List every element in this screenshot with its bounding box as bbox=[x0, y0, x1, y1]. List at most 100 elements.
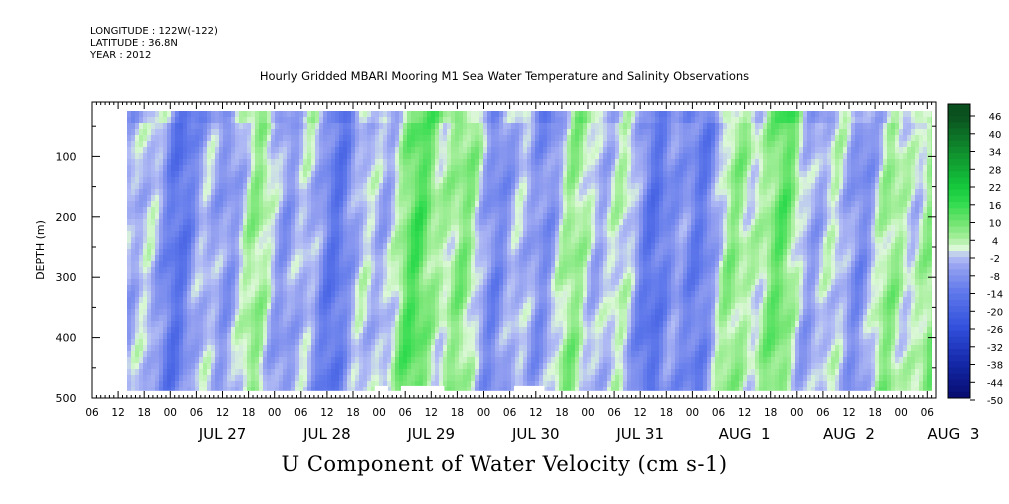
heatmap-cell bbox=[223, 357, 227, 363]
heatmap-cell bbox=[343, 183, 347, 189]
heatmap-cell bbox=[435, 165, 439, 171]
heatmap-cell bbox=[311, 327, 315, 333]
heatmap-cell bbox=[303, 153, 307, 159]
heatmap-cell bbox=[303, 321, 307, 327]
heatmap-cell bbox=[307, 279, 311, 285]
heatmap-cell bbox=[203, 303, 207, 309]
heatmap-cell bbox=[455, 231, 459, 237]
heatmap-cell bbox=[215, 351, 219, 357]
heatmap-cell bbox=[179, 153, 183, 159]
heatmap-cell bbox=[179, 279, 183, 285]
heatmap-cell bbox=[411, 165, 415, 171]
heatmap-cell bbox=[455, 375, 459, 381]
heatmap-cell bbox=[315, 207, 319, 213]
heatmap-cell bbox=[379, 141, 383, 147]
heatmap-cell bbox=[311, 303, 315, 309]
heatmap-cell bbox=[479, 165, 483, 171]
heatmap-cell bbox=[131, 303, 135, 309]
heatmap-cell bbox=[339, 345, 343, 351]
heatmap-cell bbox=[155, 345, 159, 351]
heatmap-cell bbox=[435, 315, 439, 321]
heatmap-cell bbox=[319, 339, 323, 345]
heatmap-cell bbox=[411, 339, 415, 345]
heatmap-cell bbox=[431, 219, 435, 225]
heatmap-cell bbox=[351, 363, 355, 369]
heatmap-cell bbox=[391, 129, 395, 135]
heatmap-cell bbox=[383, 153, 387, 159]
heatmap-cell bbox=[395, 249, 399, 255]
heatmap-cell bbox=[215, 309, 219, 315]
heatmap-cell bbox=[479, 363, 483, 369]
heatmap-cell bbox=[315, 231, 319, 237]
heatmap-cell bbox=[363, 261, 367, 267]
heatmap-cell bbox=[523, 369, 527, 375]
heatmap-cell bbox=[207, 243, 211, 249]
heatmap-cell bbox=[295, 261, 299, 267]
heatmap-cell bbox=[487, 279, 491, 285]
heatmap-cell bbox=[279, 201, 283, 207]
heatmap-cell bbox=[463, 363, 467, 369]
heatmap-cell bbox=[215, 225, 219, 231]
heatmap-cell bbox=[131, 261, 135, 267]
heatmap-cell bbox=[255, 165, 259, 171]
heatmap-cell bbox=[403, 207, 407, 213]
heatmap-cell bbox=[331, 387, 335, 391]
heatmap-cell bbox=[203, 273, 207, 279]
heatmap-cell bbox=[263, 201, 267, 207]
heatmap-cell bbox=[343, 249, 347, 255]
heatmap-cell bbox=[523, 345, 527, 351]
heatmap-cell bbox=[279, 165, 283, 171]
heatmap-cell bbox=[363, 369, 367, 375]
heatmap-cell bbox=[523, 195, 527, 201]
heatmap-cell bbox=[343, 363, 347, 369]
heatmap-cell bbox=[371, 177, 375, 183]
heatmap-cell bbox=[495, 291, 499, 297]
heatmap-cell bbox=[463, 315, 467, 321]
heatmap-cell bbox=[135, 171, 139, 177]
heatmap-cell bbox=[371, 315, 375, 321]
heatmap-cell bbox=[155, 159, 159, 165]
heatmap-cell bbox=[171, 111, 175, 117]
heatmap-cell bbox=[203, 111, 207, 117]
heatmap-cell bbox=[243, 243, 247, 249]
heatmap-cell bbox=[427, 153, 431, 159]
heatmap-cell bbox=[383, 375, 387, 381]
heatmap-cell bbox=[467, 117, 471, 123]
heatmap-cell bbox=[351, 231, 355, 237]
heatmap-cell bbox=[135, 129, 139, 135]
heatmap-cell bbox=[419, 267, 423, 273]
heatmap-cell bbox=[479, 309, 483, 315]
heatmap-cell bbox=[403, 117, 407, 123]
heatmap-cell bbox=[175, 177, 179, 183]
heatmap-cell bbox=[215, 261, 219, 267]
heatmap-cell bbox=[339, 327, 343, 333]
heatmap-cell bbox=[267, 309, 271, 315]
heatmap-cell bbox=[423, 189, 427, 195]
heatmap-cell bbox=[463, 231, 467, 237]
heatmap-cell bbox=[251, 147, 255, 153]
heatmap-cell bbox=[295, 225, 299, 231]
heatmap-cell bbox=[179, 219, 183, 225]
heatmap-cell bbox=[447, 381, 451, 387]
heatmap-cell bbox=[219, 135, 223, 141]
heatmap-cell bbox=[523, 213, 527, 219]
heatmap-cell bbox=[543, 195, 547, 201]
heatmap-cell bbox=[363, 309, 367, 315]
heatmap-cell bbox=[423, 201, 427, 207]
heatmap-cell bbox=[535, 327, 539, 333]
heatmap-cell bbox=[155, 123, 159, 129]
heatmap-cell bbox=[187, 315, 191, 321]
heatmap-cell bbox=[483, 375, 487, 381]
heatmap-cell bbox=[131, 183, 135, 189]
heatmap-cell bbox=[311, 321, 315, 327]
heatmap-cell bbox=[315, 297, 319, 303]
heatmap-cell bbox=[307, 195, 311, 201]
heatmap-cell bbox=[371, 285, 375, 291]
heatmap-cell bbox=[531, 255, 535, 261]
heatmap-cell bbox=[483, 357, 487, 363]
heatmap-cell bbox=[243, 123, 247, 129]
heatmap-cell bbox=[147, 369, 151, 375]
heatmap-cell bbox=[259, 267, 263, 273]
heatmap-cell bbox=[475, 321, 479, 327]
heatmap-cell bbox=[347, 195, 351, 201]
